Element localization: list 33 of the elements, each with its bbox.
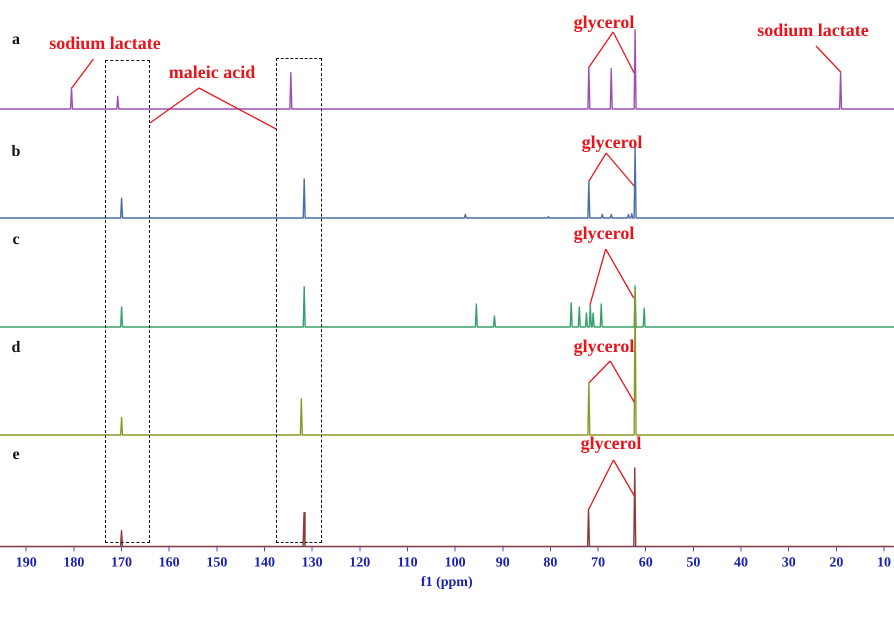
- x-tick-label: 140: [254, 555, 275, 570]
- annotation: b: [12, 143, 20, 160]
- annotation: d: [12, 339, 20, 356]
- text: c: [12, 231, 20, 248]
- annotation: sodium lactate: [757, 20, 869, 40]
- x-tick-label: 110: [397, 555, 418, 570]
- annotation: glycerol: [580, 433, 642, 453]
- x-tick-label: 130: [302, 555, 323, 570]
- x-tick-label: 190: [16, 555, 37, 570]
- x-axis-title: f1 (ppm): [420, 575, 473, 590]
- x-tick-label: 30: [782, 555, 796, 570]
- x-tick-label: 60: [638, 555, 653, 570]
- x-tick-label: 10: [877, 555, 891, 570]
- x-tick-label: 180: [63, 555, 84, 570]
- annotation: glycerol: [574, 223, 634, 243]
- annotation: glycerol: [574, 336, 634, 356]
- x-tick-label: 80: [543, 555, 558, 570]
- x-tick-label: 120: [349, 555, 370, 570]
- x-tick-label: 50: [686, 555, 700, 570]
- x-tick-label: 160: [158, 555, 180, 570]
- x-tick-label: 40: [734, 555, 748, 570]
- x-tick-label: 100: [444, 555, 466, 570]
- annotation: glycerol: [574, 12, 634, 32]
- annotation: glycerol: [582, 132, 642, 152]
- x-tick-label: 150: [206, 555, 228, 570]
- x-tick-label: 20: [829, 555, 844, 570]
- annotation: a: [12, 31, 20, 48]
- annotation: sodium lactate: [49, 33, 161, 53]
- x-tick-label: 70: [591, 555, 606, 570]
- x-tick-label: 90: [496, 555, 510, 570]
- text: e: [12, 446, 20, 463]
- x-tick-label: 170: [111, 555, 132, 570]
- annotation: maleic acid: [168, 62, 256, 82]
